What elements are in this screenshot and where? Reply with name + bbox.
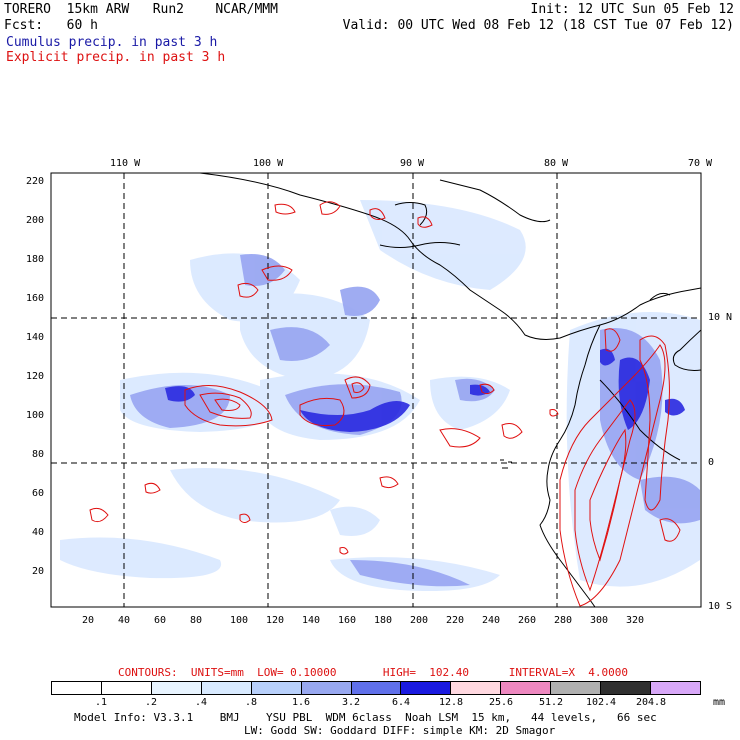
- scale-label: 204.8: [635, 697, 667, 708]
- scale-swatch: [52, 682, 102, 694]
- lon-label-100w: 100 W: [253, 158, 284, 169]
- x-tick: 20: [82, 615, 95, 626]
- scale-label: 51.2: [538, 697, 564, 708]
- scale-label: 12.8: [438, 697, 464, 708]
- scale-swatch: [201, 682, 252, 694]
- scale-unit: mm: [713, 697, 726, 708]
- y-tick: 180: [26, 254, 45, 265]
- y-tick: 60: [32, 488, 45, 499]
- y-tick: 220: [26, 176, 45, 187]
- scale-swatch: [451, 682, 502, 694]
- cumulus-legend: Cumulus precip. in past 3 h: [6, 35, 218, 50]
- x-tick: 200: [410, 615, 429, 626]
- graticule: [51, 173, 701, 607]
- forecast-hour: Fcst: 60 h: [4, 18, 98, 33]
- x-tick: 260: [518, 615, 537, 626]
- scale-swatch: [251, 682, 302, 694]
- init-time: Init: 12 UTC Sun 05 Feb 12: [530, 2, 735, 17]
- scale-swatch: [501, 682, 552, 694]
- lon-label-80w: 80 W: [544, 158, 569, 169]
- y-tick: 80: [32, 449, 45, 460]
- scale-swatch: [601, 682, 652, 694]
- coastline: [199, 173, 701, 607]
- model-title: TORERO 15km ARW Run2 NCAR/MMM: [4, 2, 278, 17]
- lon-label-110w: 110 W: [110, 158, 141, 169]
- valid-time: Valid: 00 UTC Wed 08 Feb 12 (18 CST Tue …: [342, 18, 734, 33]
- scale-label: .4: [194, 697, 208, 708]
- scale-swatch: [301, 682, 352, 694]
- model-info: Model Info: V3.3.1 BMJ YSU PBL WDM 6clas…: [74, 711, 657, 724]
- x-tick: 80: [190, 615, 203, 626]
- y-tick: 160: [26, 293, 45, 304]
- lat-label-0: 0: [708, 457, 715, 468]
- x-tick: 120: [266, 615, 285, 626]
- precip-shading: [60, 200, 700, 591]
- scale-label: 3.2: [341, 697, 361, 708]
- scale-label: .2: [144, 697, 158, 708]
- scale-swatch: [101, 682, 152, 694]
- lon-label-70w: 70 W: [688, 158, 713, 169]
- color-scale-bar: [51, 681, 701, 695]
- x-tick: 240: [482, 615, 501, 626]
- scale-swatch: [551, 682, 602, 694]
- x-tick: 300: [590, 615, 609, 626]
- physics-info: LW: Godd SW: Goddard DIFF: simple KM: 2D…: [244, 724, 556, 737]
- scale-label: .8: [244, 697, 258, 708]
- x-tick: 60: [154, 615, 167, 626]
- scale-swatch: [401, 682, 452, 694]
- x-tick: 100: [230, 615, 249, 626]
- lat-label-10s: 10 S: [708, 601, 733, 612]
- lat-label-10n: 10 N: [708, 312, 733, 323]
- y-tick: 20: [32, 566, 45, 577]
- x-tick: 40: [118, 615, 131, 626]
- scale-label: 102.4: [585, 697, 617, 708]
- y-tick: 120: [26, 371, 45, 382]
- explicit-legend: Explicit precip. in past 3 h: [6, 50, 226, 65]
- scale-swatch: [651, 682, 700, 694]
- y-tick: 200: [26, 215, 45, 226]
- scale-label: 1.6: [291, 697, 311, 708]
- scale-swatch: [151, 682, 202, 694]
- explicit-contours: [89, 201, 681, 607]
- x-tick: 220: [446, 615, 465, 626]
- scale-label: 25.6: [488, 697, 514, 708]
- scale-label: .1: [94, 697, 108, 708]
- scale-label: 6.4: [391, 697, 411, 708]
- y-tick: 40: [32, 527, 45, 538]
- contours-caption: CONTOURS: UNITS=mm LOW= 0.10000 HIGH= 10…: [118, 666, 628, 679]
- y-tick: 100: [26, 410, 45, 421]
- scale-swatch: [351, 682, 402, 694]
- x-tick: 160: [338, 615, 357, 626]
- x-tick: 320: [626, 615, 645, 626]
- x-tick: 280: [554, 615, 573, 626]
- lon-label-90w: 90 W: [400, 158, 425, 169]
- x-tick: 180: [374, 615, 393, 626]
- x-tick: 140: [302, 615, 321, 626]
- y-tick: 140: [26, 332, 45, 343]
